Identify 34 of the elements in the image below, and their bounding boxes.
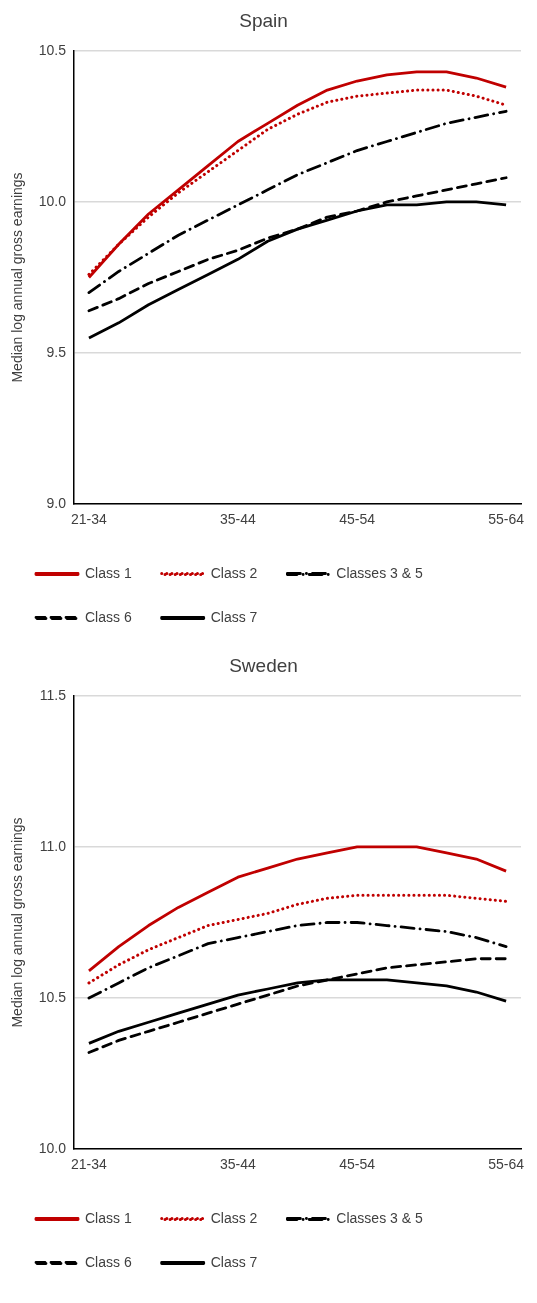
- line-series: [87, 957, 508, 1054]
- x-tick-label: 45-54: [339, 1156, 376, 1173]
- y-tick-label: 10.0: [38, 192, 67, 209]
- x-tick-label: 55-64: [488, 511, 525, 528]
- legend-label: Classes 3 & 5: [336, 564, 423, 581]
- line-series: [87, 893, 508, 985]
- x-tick-label: 45-54: [339, 511, 376, 528]
- x-tick-label: 55-64: [488, 1156, 525, 1173]
- legend-label: Class 1: [85, 564, 132, 581]
- y-tick-label: 11.5: [39, 686, 67, 703]
- y-tick-label: 11.0: [39, 837, 67, 854]
- y-tick-label: 9.0: [46, 495, 67, 512]
- y-tick-label: 10.5: [38, 988, 67, 1005]
- y-axis-title: Median log annual gross earnings: [9, 817, 26, 1028]
- legend-label: Classes 3 & 5: [336, 1209, 423, 1226]
- legend-label: Class 7: [210, 608, 258, 625]
- y-tick-label: 10.5: [38, 41, 67, 58]
- chart-title: Spain: [239, 9, 288, 31]
- legend-label: Class 2: [210, 1209, 258, 1226]
- line-series: [87, 109, 508, 295]
- legend-label: Class 6: [85, 1253, 132, 1270]
- y-tick-label: 10.0: [38, 1140, 67, 1157]
- line-series: [87, 921, 508, 1000]
- y-tick-label: 9.5: [46, 343, 67, 360]
- legend-label: Class 1: [85, 1209, 132, 1226]
- x-tick-label: 35-44: [220, 511, 257, 528]
- y-axis-title: Median log annual gross earnings: [9, 172, 26, 383]
- chart-title: Sweden: [229, 654, 298, 676]
- x-tick-label: 21-34: [71, 511, 108, 528]
- x-tick-label: 21-34: [71, 1156, 108, 1173]
- x-tick-label: 35-44: [220, 1156, 257, 1173]
- legend-label: Class 7: [210, 1253, 258, 1270]
- legend-label: Class 2: [210, 564, 258, 581]
- legend-label: Class 6: [85, 608, 132, 625]
